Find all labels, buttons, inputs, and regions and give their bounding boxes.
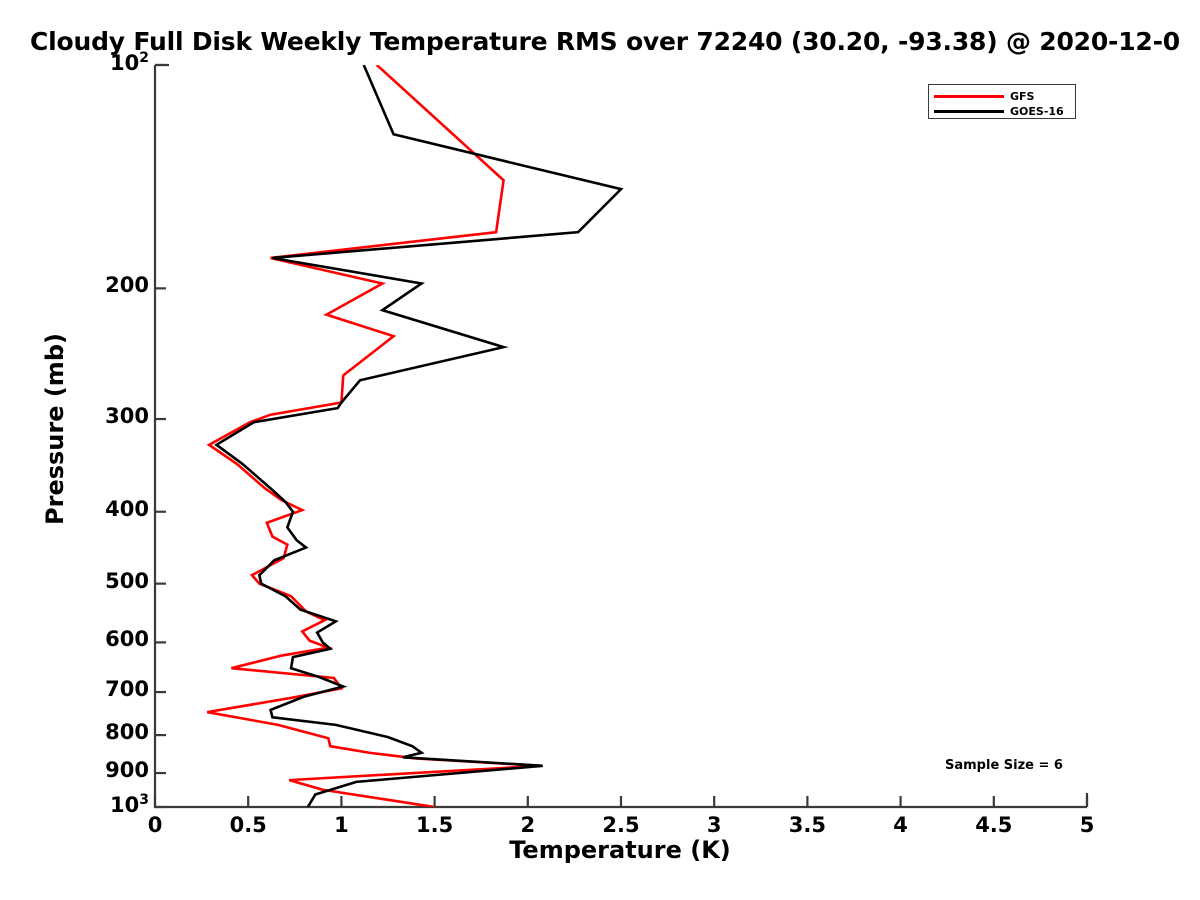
page-title: Cloudy Full Disk Weekly Temperature RMS …: [30, 27, 1180, 56]
y-tick-label: 600: [105, 627, 149, 652]
series-line-goes-16: [214, 65, 624, 807]
legend-item-gfs: GFS: [934, 89, 1070, 103]
sample-size-annotation: Sample Size = 6: [945, 758, 1063, 773]
y-tick-label: 200: [105, 273, 149, 298]
y-tick-label: 800: [105, 720, 149, 745]
y-tick-label: 300: [105, 404, 149, 429]
axis-spine: [153, 65, 1087, 809]
y-tick-label: 400: [105, 496, 149, 521]
legend-item-goes-16: GOES-16: [934, 104, 1070, 118]
x-tick-label: 4.5: [975, 813, 1013, 837]
x-tick-label: 4: [893, 813, 908, 837]
y-axis-title: Pressure (mb): [41, 333, 69, 525]
legend: GFS GOES-16: [928, 84, 1076, 119]
x-tick-label: 2: [520, 813, 536, 837]
x-axis-title: Temperature (K): [509, 836, 731, 864]
x-tick-label: 5: [1079, 813, 1095, 837]
y-tick-label: 700: [105, 677, 149, 702]
legend-label: GOES-16: [1010, 104, 1064, 118]
x-tick-label: 2.5: [602, 813, 640, 837]
y-tick-label: 900: [105, 758, 149, 783]
x-tick-label: 0.5: [229, 813, 267, 837]
series-line-gfs: [206, 65, 541, 807]
x-tick-label: 1.5: [415, 813, 454, 837]
x-tick-label: 3: [706, 813, 722, 837]
y-tick-label: 103: [110, 792, 149, 817]
y-tick-label: 500: [105, 568, 149, 593]
x-tick-label: 0: [147, 813, 163, 837]
legend-swatch: [934, 94, 1004, 98]
x-tick-label: 1: [334, 813, 349, 837]
legend-swatch: [934, 109, 1004, 113]
legend-label: GFS: [1010, 89, 1035, 103]
x-tick-label: 3.5: [788, 813, 826, 837]
y-tick-label: 102: [110, 50, 149, 75]
